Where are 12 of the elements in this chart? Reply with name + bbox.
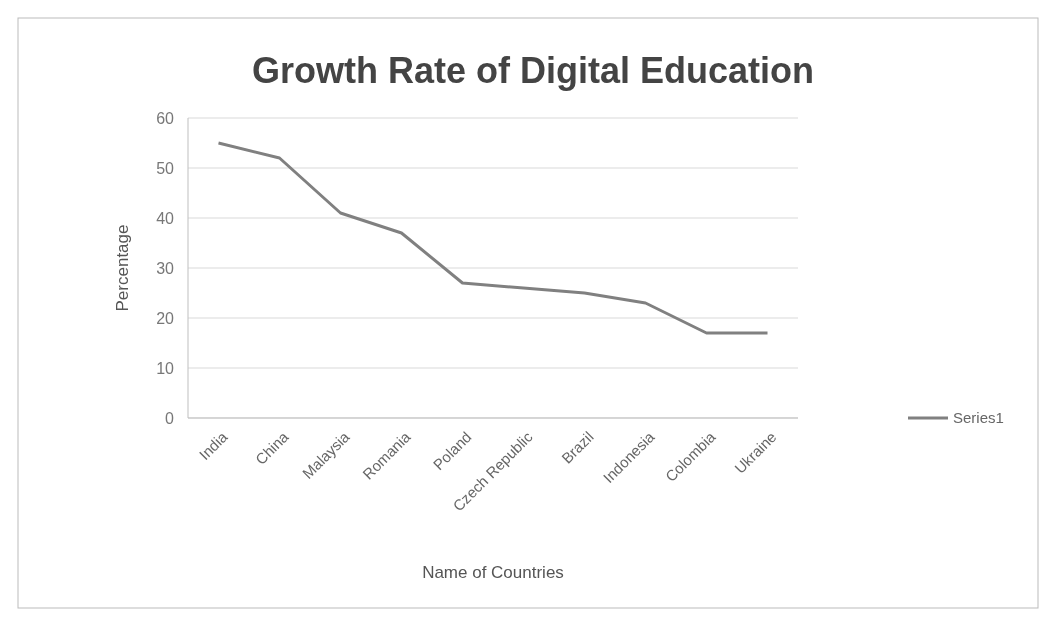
line-series — [217, 141, 769, 335]
y-tick-label: 30 — [156, 259, 175, 277]
y-tick-label: 60 — [156, 109, 175, 127]
y-tick-label: 0 — [165, 409, 175, 427]
y-axis-title: Percentage — [113, 224, 132, 312]
y-tick-label: 50 — [156, 159, 175, 177]
y-tick-label: 10 — [156, 359, 175, 377]
y-tick-label: 20 — [156, 309, 175, 327]
y-tick-label: 40 — [156, 209, 175, 227]
x-axis-title: Name of Countries — [422, 563, 564, 582]
chart-title: Growth Rate of Digital Education — [251, 50, 815, 91]
legend-label: Series1 — [953, 409, 1004, 427]
